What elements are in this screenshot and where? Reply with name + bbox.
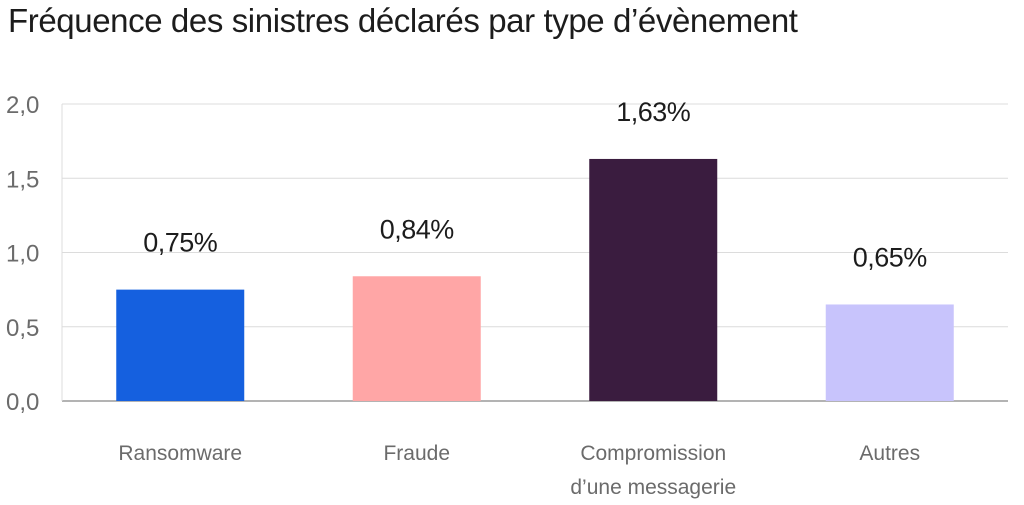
category-label: Ransomware bbox=[118, 442, 242, 465]
y-tick-label: 1,5 bbox=[6, 166, 39, 193]
x-axis-category-labels: Ransomware Fraude Compromission d’une messa… bbox=[118, 442, 920, 499]
category-label-line: d’une messagerie bbox=[570, 476, 736, 499]
bars bbox=[116, 158, 954, 401]
y-tick-label: 0,5 bbox=[6, 315, 39, 342]
bar bbox=[352, 276, 481, 401]
category-label: Fraude bbox=[383, 442, 450, 465]
data-labels: 0,75% 0,84% 1,63% 0,65% bbox=[143, 97, 928, 273]
data-label: 0,84% bbox=[380, 214, 455, 244]
y-axis-tick-labels: 0,0 0,5 1,0 1,5 2,0 bbox=[6, 92, 39, 416]
category-label-line: Ransomware bbox=[118, 442, 242, 465]
data-label: 1,63% bbox=[616, 97, 691, 127]
y-tick-label: 2,0 bbox=[6, 92, 39, 119]
category-label-line: Fraude bbox=[383, 442, 450, 465]
chart-title: Fréquence des sinistres déclarés par typ… bbox=[8, 2, 798, 39]
y-tick-label: 1,0 bbox=[6, 241, 39, 268]
category-label: Autres bbox=[859, 442, 920, 465]
category-label-line: Autres bbox=[859, 442, 920, 465]
bar bbox=[825, 304, 954, 401]
category-label: Compromission d’une messagerie bbox=[570, 442, 736, 499]
bar bbox=[116, 289, 245, 401]
data-label: 0,65% bbox=[853, 242, 928, 272]
y-tick-label: 0,0 bbox=[6, 389, 39, 416]
data-label: 0,75% bbox=[143, 228, 218, 258]
category-label-line: Compromission bbox=[580, 442, 726, 465]
bar bbox=[589, 158, 718, 401]
